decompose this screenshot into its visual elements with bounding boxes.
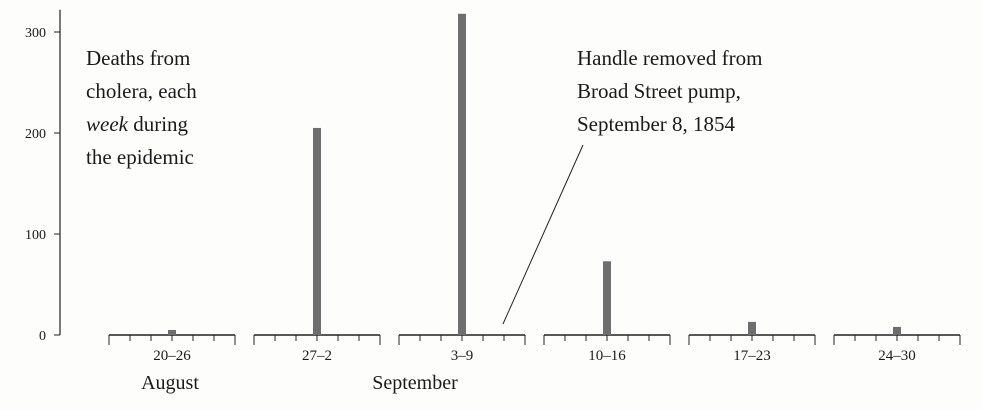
bar-10–16: [603, 261, 611, 335]
y-tick-label: 300: [25, 26, 46, 41]
deaths-annotation-during: during: [128, 112, 189, 136]
x-tick-label: 17–23: [733, 348, 771, 364]
month-label-september: September: [372, 372, 458, 394]
x-tick-label: 10–16: [588, 348, 626, 364]
deaths-annotation-line-2: cholera, each: [86, 79, 197, 103]
deaths-annotation: Deaths from cholera, each week during th…: [86, 46, 197, 169]
pump-annotation-line-1: Handle removed from: [577, 46, 762, 70]
pump-annotation: Handle removed from Broad Street pump, S…: [502, 46, 762, 325]
deaths-annotation-line-4: the epidemic: [86, 145, 194, 169]
x-axis: 20–26 27–2 3–9 10–16 17–23 24–30: [108, 334, 961, 364]
pump-annotation-line-3: September 8, 1854: [577, 112, 736, 136]
deaths-annotation-line-1: Deaths from: [86, 46, 190, 70]
deaths-annotation-week: week: [86, 112, 129, 136]
x-tick-label: 20–26: [153, 348, 191, 364]
y-tick-label: 0: [39, 329, 46, 344]
bar-3–9: [458, 13, 466, 335]
bar-17–23: [748, 321, 756, 335]
pump-annotation-leader-line: [502, 144, 584, 325]
deaths-annotation-line-3: week during: [86, 112, 189, 136]
y-tick-label: 100: [25, 228, 46, 243]
bar-20–26: [168, 329, 176, 335]
y-tick-label: 200: [25, 127, 46, 142]
bar-24–30: [893, 326, 901, 335]
y-axis: 0 100 200 300: [25, 9, 61, 344]
x-tick-label: 3–9: [451, 348, 474, 364]
bar-27–2: [313, 127, 321, 335]
x-tick-label: 24–30: [878, 348, 916, 364]
month-label-august: August: [141, 372, 199, 394]
pump-annotation-line-2: Broad Street pump,: [577, 79, 741, 103]
x-tick-label: 27–2: [302, 348, 332, 364]
bars: [168, 13, 901, 335]
